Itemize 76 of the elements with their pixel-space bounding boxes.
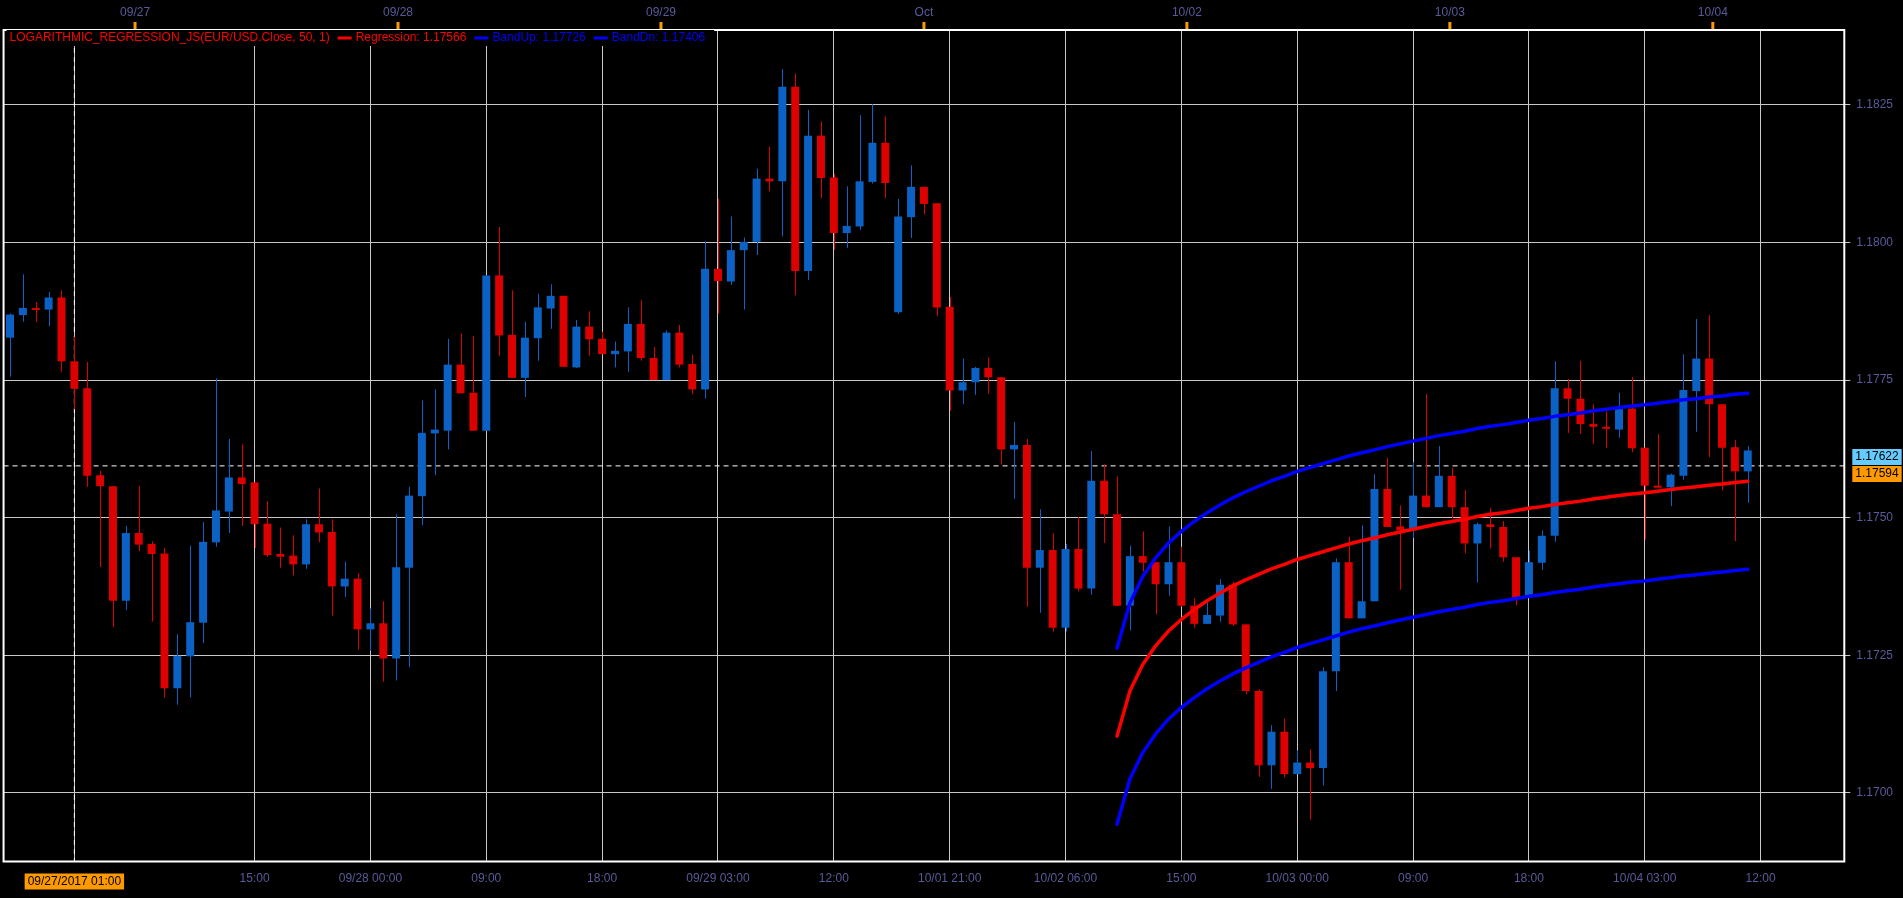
legend-label: BandUp: 1.17726 <box>492 30 587 45</box>
x-tick-label: 10/01 21:00 <box>917 871 982 886</box>
x-tick-label: 09/28 00:00 <box>338 871 403 886</box>
candlestick <box>96 470 105 568</box>
legend-label: Regression: 1.17566 <box>355 30 467 45</box>
y-tick-label: 1.1750 <box>1856 509 1894 524</box>
candlestick <box>1653 433 1662 488</box>
y-tick-label: 1.1800 <box>1856 234 1894 249</box>
x-tick-label: 10/04 03:00 <box>1613 871 1677 886</box>
candlestick <box>1035 508 1044 614</box>
text: 09/29 <box>645 5 677 20</box>
candlestick <box>958 358 967 405</box>
candlestick <box>1203 601 1212 625</box>
candlestick <box>1615 392 1624 439</box>
candlestick <box>1486 507 1495 549</box>
candlestick <box>44 291 53 327</box>
y-tick-label: 1.1825 <box>1856 97 1894 112</box>
candlestick <box>134 485 143 552</box>
x-tick-label: 09:00 <box>1398 871 1429 886</box>
candlestick <box>18 273 27 323</box>
candlestick <box>713 198 722 314</box>
candlestick <box>31 301 40 323</box>
legend-title: LOGARITHMIC_REGRESSION_JS(EUR/USD.Close, 50, 1) <box>9 30 330 45</box>
x-tick-label: 09:00 <box>471 871 502 886</box>
candlestick <box>340 561 349 598</box>
candlestick <box>1306 748 1315 821</box>
y-tick-label: 1.1700 <box>1856 785 1894 800</box>
y-tick-label: 1.1725 <box>1856 647 1894 662</box>
text: 09/27 <box>120 5 151 20</box>
x-tick-label: 09/27/2017 01:00 <box>27 873 122 888</box>
text: Oct <box>914 5 934 20</box>
candlestick <box>276 527 285 569</box>
candlestick <box>971 366 980 396</box>
candlestick <box>842 185 851 249</box>
candlestick <box>984 356 993 395</box>
x-tick-label: 09/29 03:00 <box>686 871 750 886</box>
legend-label: BandDn: 1.17406 <box>611 30 706 45</box>
candlestick <box>1666 473 1675 507</box>
candlestick <box>1563 378 1572 434</box>
candlestick <box>919 186 928 215</box>
text: 10/04 <box>1697 5 1729 20</box>
ref-line-label: 1.17594 <box>1855 466 1899 481</box>
candlestick <box>1589 403 1598 445</box>
candlestick <box>1357 524 1366 619</box>
candlestick <box>366 607 375 652</box>
x-tick-label: 15:00 <box>239 871 270 886</box>
y-tick-label: 1.1775 <box>1856 372 1894 387</box>
text: 09/28 <box>382 5 414 20</box>
x-tick-label: 12:00 <box>818 871 850 886</box>
text: 10/02 <box>1171 5 1203 20</box>
x-tick-label: 15:00 <box>1166 871 1197 886</box>
x-tick-label: 18:00 <box>1513 871 1545 886</box>
x-tick-label: 10/02 06:00 <box>1033 871 1098 886</box>
candlestick <box>585 310 594 357</box>
candlestick <box>611 341 619 368</box>
candlestick <box>147 540 156 623</box>
x-tick-label: 18:00 <box>587 871 618 886</box>
candlestick <box>1473 522 1482 584</box>
candlestick <box>546 283 555 330</box>
candlestick <box>237 443 246 527</box>
candlestick <box>1602 410 1611 449</box>
text: 10/03 <box>1434 5 1466 20</box>
candlestick <box>1151 561 1160 615</box>
candlestick <box>649 346 658 381</box>
x-tick-label: 12:00 <box>1745 871 1776 886</box>
x-tick-label: 10/03 00:00 <box>1265 871 1330 886</box>
candlestick <box>1743 445 1752 504</box>
text: 1.17622 <box>1855 449 1899 464</box>
candlestick <box>1010 421 1019 500</box>
candlestick <box>289 534 298 576</box>
candlestick <box>1138 530 1147 573</box>
candlestick <box>1396 505 1405 591</box>
candlestick <box>314 487 323 543</box>
candlestick <box>1421 393 1430 508</box>
candlestick <box>739 236 748 311</box>
candlestick <box>6 312 14 378</box>
